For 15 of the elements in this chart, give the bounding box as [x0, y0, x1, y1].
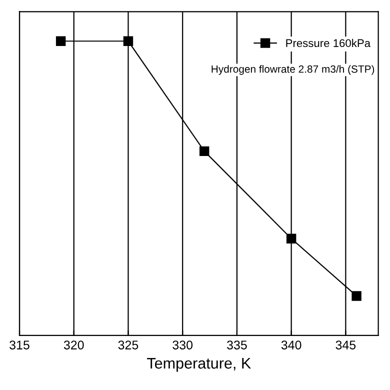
x-tick-label: 315 — [10, 340, 30, 350]
point — [199, 146, 210, 156]
x-tick-label: 335 — [227, 340, 247, 350]
x-tick-label: 340 — [281, 340, 302, 350]
point — [123, 36, 134, 46]
point — [352, 291, 362, 301]
x-tick-label: 330 — [172, 340, 193, 350]
point — [286, 234, 296, 244]
annotation: Hydrogen flowrate 2.87 m3/h (STP) — [212, 65, 374, 75]
x-tick-label: 345 — [336, 340, 356, 350]
x-tick-label: 320 — [64, 340, 84, 350]
point — [56, 36, 66, 46]
x-axis-title: Temperature, K — [147, 358, 251, 372]
legend-label: Pressure 160kPa — [286, 38, 371, 48]
x-tick-label: 325 — [118, 340, 138, 350]
